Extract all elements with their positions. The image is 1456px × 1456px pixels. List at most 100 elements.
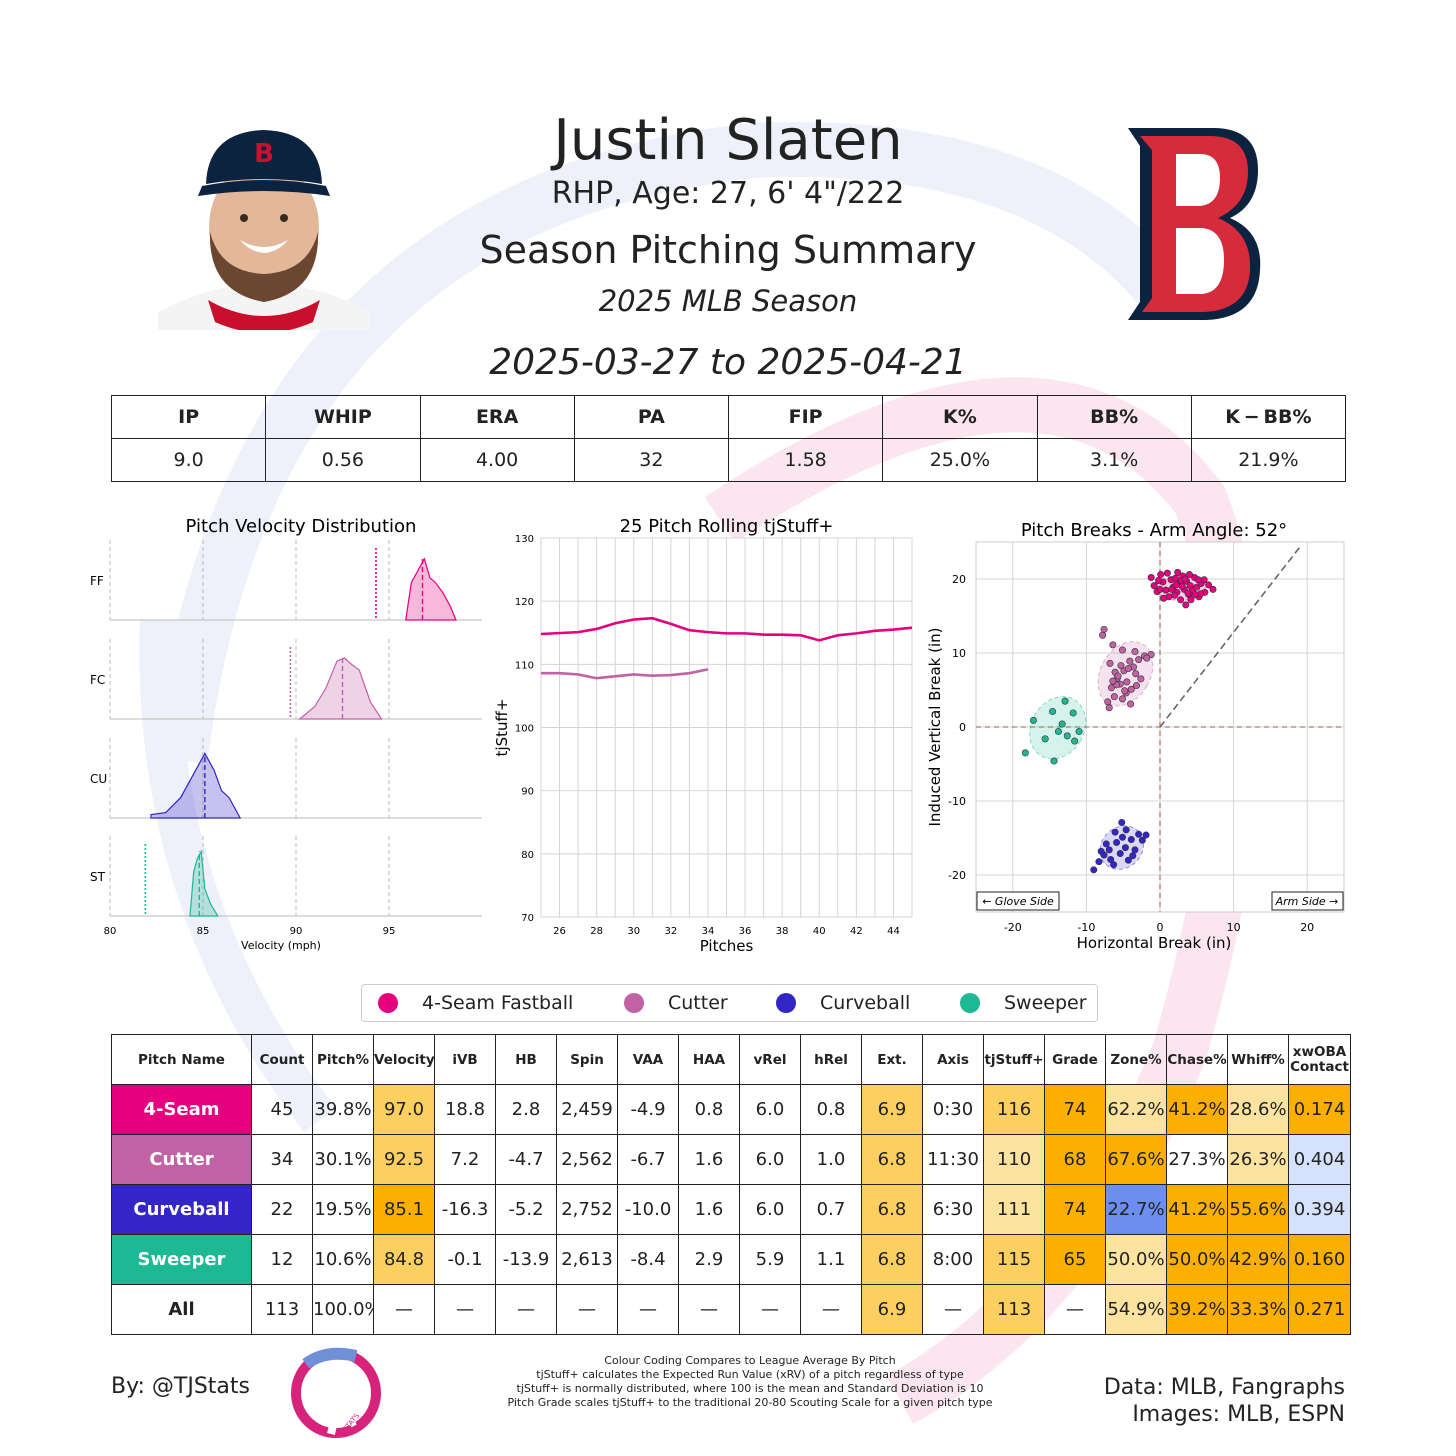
break-point <box>1132 682 1140 690</box>
break-point <box>1058 720 1066 728</box>
player-name: Justin Slaten <box>553 108 903 173</box>
stats-value-cell: 32 <box>573 438 730 482</box>
pitch-metric-cell: 0.8 <box>678 1084 740 1135</box>
stats-value-cell: 21.9% <box>1190 438 1347 482</box>
pitch-metric-cell: 50.0% <box>1166 1234 1228 1285</box>
rolling-ytick-label: 100 <box>515 724 534 735</box>
break-point <box>1104 698 1112 706</box>
pitch-name-cell: Cutter <box>111 1134 252 1185</box>
pitch-metric-cell: 28.6% <box>1227 1084 1289 1135</box>
pitch-metric-cell: 0.394 <box>1288 1184 1351 1235</box>
arm-side-label: Arm Side → <box>1275 895 1339 908</box>
pitch-metric-cell: 11:30 <box>922 1134 984 1185</box>
pitch-metric-cell: 45 <box>251 1084 313 1135</box>
legend-dot-curveball <box>776 993 796 1013</box>
break-point <box>1194 576 1202 584</box>
break-xtick-label: 20 <box>1300 921 1314 934</box>
break-point <box>1127 685 1135 693</box>
rolling-xtick-label: 28 <box>590 926 603 937</box>
pitch-metric-cell: -13.9 <box>495 1234 557 1285</box>
rolling-xtick-label: 32 <box>664 926 677 937</box>
pitch-metric-cell: 41.2% <box>1166 1084 1228 1135</box>
break-point <box>1107 855 1115 863</box>
break-point <box>1162 586 1170 594</box>
pitch-breaks-chart: Pitch Breaks - Arm Angle: 52° -20 -10 0 10 20… <box>926 520 1345 952</box>
pitch-table-header-cell: xwOBA Contact <box>1288 1034 1351 1085</box>
break-point <box>1095 858 1103 866</box>
pitch-metric-cell: 1.1 <box>800 1234 862 1285</box>
pitch-metric-cell: — <box>556 1284 618 1335</box>
stats-header-cell: BB% <box>1036 395 1192 439</box>
byline: By: @TJStats <box>111 1374 251 1399</box>
pitch-metric-cell: 27.3% <box>1166 1134 1228 1185</box>
break-point <box>1200 576 1208 584</box>
image-source-text: Images: MLB, ESPN <box>1132 1402 1345 1427</box>
break-point <box>1209 585 1217 593</box>
footnote-line: Pitch Grade scales tjStuff+ to the tradi… <box>507 1396 993 1409</box>
pitch-metric-cell: — <box>434 1284 496 1335</box>
stats-header-cell: K − BB% <box>1190 395 1347 439</box>
pitch-table-row: Curveball 22 19.5% 85.1 -16.3 -5.2 2,752 -10.0 1… <box>111 1184 1351 1235</box>
pitch-metric-cell: 110 <box>983 1134 1045 1185</box>
pitch-metric-cell: 0.174 <box>1288 1084 1351 1135</box>
pitch-table-header-cell: Whiff% <box>1227 1034 1289 1085</box>
pitch-table-header-cell: Spin <box>556 1034 618 1085</box>
rolling-xtick-label: 36 <box>739 926 752 937</box>
velocity-row-label: ST <box>90 870 106 884</box>
pitch-metric-cell: 2.9 <box>678 1234 740 1285</box>
break-point <box>1182 601 1190 609</box>
pitch-metric-cell: 0.160 <box>1288 1234 1351 1285</box>
break-point <box>1135 830 1143 838</box>
break-point <box>1155 576 1163 584</box>
pitch-metric-cell: 111 <box>983 1184 1045 1235</box>
pitch-metric-cell: 34 <box>251 1134 313 1185</box>
break-ytick-label: 10 <box>952 647 966 660</box>
break-point <box>1147 650 1155 658</box>
pitch-metric-cell: 7.2 <box>434 1134 496 1185</box>
footnote-line: Colour Coding Compares to League Average… <box>604 1354 896 1367</box>
break-point <box>1090 866 1098 874</box>
summary-title: Season Pitching Summary <box>479 228 977 272</box>
pitch-table-header-cell: Grade <box>1044 1034 1106 1085</box>
footnote-line: tjStuff+ calculates the Expected Run Val… <box>536 1368 964 1381</box>
pitch-metric-cell: 62.2% <box>1105 1084 1167 1135</box>
pitch-metric-cell: -8.4 <box>617 1234 679 1285</box>
stats-header-cell: K% <box>882 395 1038 439</box>
pitch-metric-cell: 6.0 <box>739 1184 801 1235</box>
stats-header-cell: IP <box>110 395 267 439</box>
team-logo <box>1128 128 1261 320</box>
rolling-xlabel: Pitches <box>700 937 754 955</box>
break-xlabel: Horizontal Break (in) <box>1077 934 1232 952</box>
break-point <box>1117 662 1125 670</box>
pitch-metric-cell: 2,459 <box>556 1084 618 1135</box>
pitch-metric-cell: 6.9 <box>861 1284 923 1335</box>
rolling-xtick-label: 26 <box>553 926 566 937</box>
stats-value-cell: 9.0 <box>110 438 267 482</box>
break-point <box>1178 582 1186 590</box>
break-point <box>1102 840 1110 848</box>
pitch-metric-cell: — <box>922 1284 984 1335</box>
footnotes: Colour Coding Compares to League Average… <box>440 1354 1060 1410</box>
velocity-row-label: CU <box>90 772 107 786</box>
pitch-table-header-cell: Ext. <box>861 1034 923 1085</box>
pitch-metric-cell: 92.5 <box>373 1134 435 1185</box>
rolling-xtick-label: 34 <box>702 926 715 937</box>
velocity-tick-label: 80 <box>104 926 117 937</box>
pitch-metric-cell: 33.3% <box>1227 1284 1289 1335</box>
pitch-metric-cell: -4.7 <box>495 1134 557 1185</box>
break-point <box>1127 700 1135 708</box>
break-point <box>1131 846 1139 854</box>
break-ylabel: Induced Vertical Break (in) <box>926 627 944 826</box>
pitch-metric-cell: -5.2 <box>495 1184 557 1235</box>
break-point <box>1110 693 1118 701</box>
velocity-row-label: FF <box>90 574 104 588</box>
pitch-table-header-cell: HAA <box>678 1034 740 1085</box>
velocity-tick-label: 85 <box>197 926 210 937</box>
stats-value-row: 9.0 0.56 4.00 32 1.58 25.0% 3.1% 21.9% <box>110 438 1347 482</box>
break-point <box>1184 589 1192 597</box>
break-point <box>1185 571 1193 579</box>
rolling-ytick-label: 110 <box>515 660 534 671</box>
pitch-table-header-cell: hRel <box>800 1034 862 1085</box>
break-point <box>1174 568 1182 576</box>
stats-value-cell: 1.58 <box>727 438 884 482</box>
